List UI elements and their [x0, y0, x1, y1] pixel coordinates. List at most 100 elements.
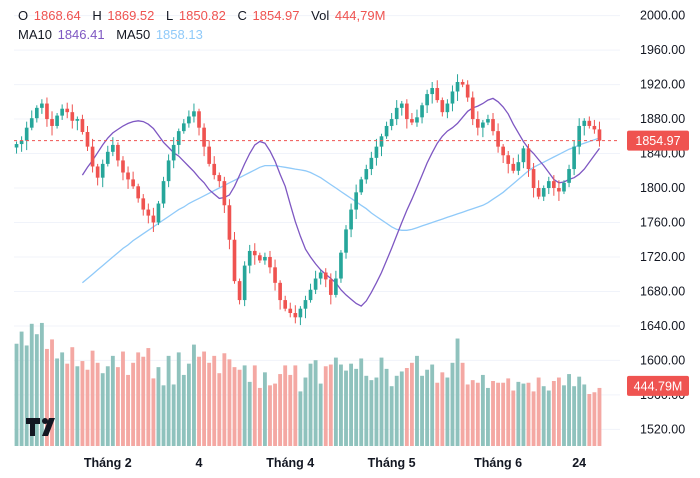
volume-bar — [359, 358, 364, 446]
volume-bar — [567, 374, 571, 446]
candle-body — [111, 144, 115, 152]
candle — [587, 116, 592, 129]
candle — [496, 123, 500, 153]
candle — [141, 194, 146, 216]
volume-bar — [85, 369, 90, 446]
candle-body — [552, 181, 556, 189]
volume-bar — [75, 366, 80, 446]
candle — [105, 145, 110, 167]
price-axis[interactable]: 2000.001960.001920.001880.001840.001800.… — [640, 9, 685, 437]
candle — [339, 250, 343, 283]
volume-bar — [597, 387, 602, 446]
candle — [14, 141, 19, 154]
candle-body — [567, 169, 571, 183]
candle — [440, 97, 445, 117]
candle — [192, 103, 196, 123]
candle-body — [450, 91, 455, 104]
candle — [242, 261, 247, 307]
candle — [308, 283, 313, 303]
volume-bar — [546, 390, 551, 446]
candle — [475, 111, 480, 136]
candle — [217, 172, 222, 188]
volume-bar — [313, 360, 318, 446]
candle-body — [252, 250, 257, 256]
open-value: 1868.64 — [33, 8, 81, 23]
candle — [526, 144, 531, 177]
volume-bar — [222, 353, 227, 446]
candle — [116, 142, 120, 167]
candle — [181, 119, 186, 134]
volume-bar — [65, 363, 70, 446]
volume-bar — [45, 348, 49, 446]
candle-body — [227, 205, 232, 240]
volume-bar — [278, 374, 283, 446]
candle — [29, 110, 34, 131]
candle-body — [60, 108, 64, 116]
volume-bar — [420, 375, 424, 446]
volume-bar — [202, 351, 207, 446]
candle-body — [394, 107, 399, 120]
volume-bar — [186, 363, 191, 446]
volume-bar — [146, 348, 151, 446]
candle — [379, 133, 384, 157]
candle-body — [420, 105, 424, 118]
candle — [212, 156, 217, 180]
volume-bar — [541, 386, 546, 446]
volume-bar — [212, 355, 217, 446]
volume-bar — [29, 323, 34, 446]
volume-bar — [308, 363, 313, 446]
candle-body — [116, 144, 120, 161]
tradingview-logo-icon[interactable] — [24, 414, 64, 438]
candle — [303, 295, 308, 319]
candle-body — [349, 209, 353, 230]
candle — [146, 203, 151, 224]
time-tick-label: Tháng 2 — [84, 456, 132, 470]
candle-body — [491, 119, 495, 132]
volume-bar — [237, 369, 242, 446]
ma10-value: 1846.41 — [57, 27, 105, 42]
volume-bar — [242, 365, 247, 446]
candle — [506, 150, 511, 174]
price-tick-label: 1760.00 — [640, 216, 685, 230]
candle-body — [90, 146, 95, 167]
price-tick-label: 1800.00 — [640, 181, 685, 195]
candle-body — [14, 144, 19, 148]
candle — [237, 278, 242, 305]
candle — [491, 113, 495, 136]
volume-bar — [491, 381, 495, 446]
time-axis[interactable]: Tháng 2 4 Tháng 4 Tháng 5 Tháng 6 24 — [84, 456, 586, 470]
candle — [552, 175, 556, 196]
candle-body — [536, 188, 541, 197]
volume-bar — [252, 365, 257, 446]
candle — [364, 164, 369, 184]
candle-body — [425, 94, 429, 106]
candle — [166, 154, 171, 188]
candle-body — [318, 272, 323, 279]
candle-body — [131, 179, 135, 187]
candle-body — [247, 250, 252, 266]
volume-bar — [110, 355, 115, 446]
candle-body — [389, 119, 394, 126]
candle-body — [531, 169, 536, 189]
candle — [582, 118, 587, 136]
volume-bar — [577, 376, 582, 446]
volume-bar — [283, 365, 288, 446]
candle-body — [526, 148, 531, 170]
candle — [323, 268, 328, 288]
volume-bar — [465, 384, 470, 446]
candle — [207, 140, 211, 167]
volume-label: Vol — [311, 8, 330, 23]
candle-body — [364, 169, 369, 180]
candle-body — [222, 181, 227, 206]
low-label: L — [166, 8, 174, 23]
candle — [313, 270, 318, 295]
candle-body — [278, 282, 282, 301]
candle — [592, 119, 597, 134]
time-tick-label: 24 — [572, 456, 586, 470]
volume-bar — [171, 384, 176, 446]
volume-bar — [409, 362, 414, 446]
volume-bar — [227, 359, 232, 446]
candle — [531, 163, 536, 198]
candle — [151, 207, 156, 232]
